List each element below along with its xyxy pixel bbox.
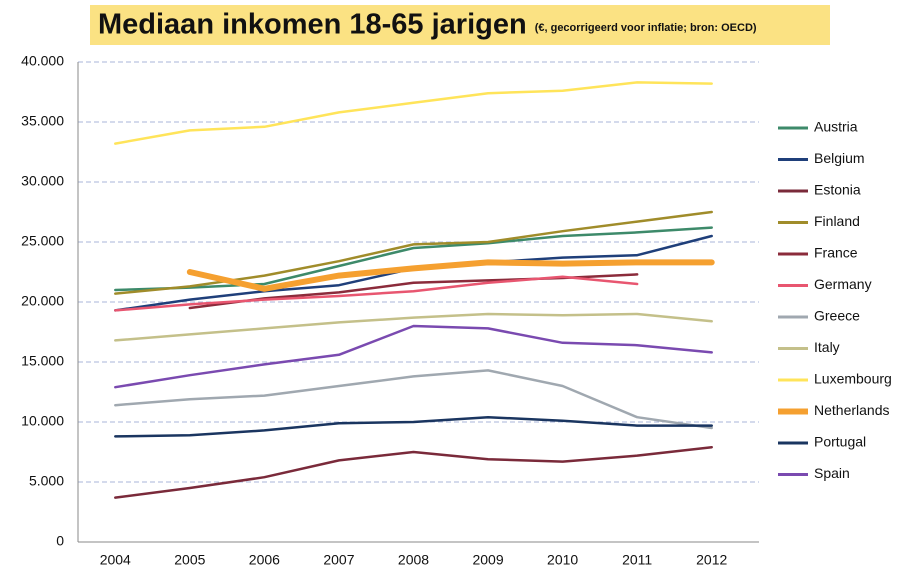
- x-tick-label: 2007: [323, 552, 354, 568]
- legend-label: Spain: [814, 465, 850, 481]
- x-tick-label: 2012: [696, 552, 727, 568]
- chart-title: Mediaan inkomen 18-65 jarigen: [98, 9, 527, 41]
- y-tick-label: 0: [56, 533, 64, 549]
- series-line: [114, 445, 713, 499]
- y-tick-label: 40.000: [21, 53, 64, 69]
- x-tick-label: 2006: [249, 552, 280, 568]
- y-tick-label: 35.000: [21, 113, 64, 129]
- legend-label: Luxembourg: [814, 371, 892, 387]
- legend-label: Greece: [814, 308, 860, 324]
- y-tick-label: 25.000: [21, 233, 64, 249]
- x-tick-label: 2011: [622, 552, 652, 568]
- x-tick-label: 2004: [100, 552, 131, 568]
- y-tick-label: 30.000: [21, 173, 64, 189]
- legend-label: Finland: [814, 213, 860, 229]
- legend-label: Portugal: [814, 434, 866, 450]
- x-tick-label: 2010: [547, 552, 578, 568]
- x-tick-label: 2008: [398, 552, 429, 568]
- title-box: [90, 5, 830, 45]
- legend-label: Germany: [814, 276, 872, 292]
- x-tick-label: 2009: [472, 552, 503, 568]
- legend-label: Italy: [814, 339, 840, 355]
- series-line: [114, 81, 713, 145]
- series-line: [114, 226, 713, 292]
- y-tick-label: 15.000: [21, 353, 64, 369]
- series-line: [114, 369, 713, 430]
- legend-label: Austria: [814, 119, 858, 135]
- series-line: [114, 324, 713, 389]
- y-tick-label: 5.000: [29, 473, 64, 489]
- series-line: [114, 415, 713, 438]
- series-line: [114, 275, 639, 312]
- legend-label: Estonia: [814, 182, 861, 198]
- legend-label: Netherlands: [814, 402, 890, 418]
- chart-subtitle: (€, gecorrigeerd voor inflatie; bron: OE…: [535, 22, 757, 34]
- series-line: [186, 259, 715, 292]
- series-line: [114, 210, 713, 295]
- legend-label: Belgium: [814, 150, 865, 166]
- legend-label: France: [814, 245, 858, 261]
- series-line: [114, 312, 713, 342]
- y-tick-label: 20.000: [21, 293, 64, 309]
- x-tick-label: 2005: [174, 552, 205, 568]
- y-tick-label: 10.000: [21, 413, 64, 429]
